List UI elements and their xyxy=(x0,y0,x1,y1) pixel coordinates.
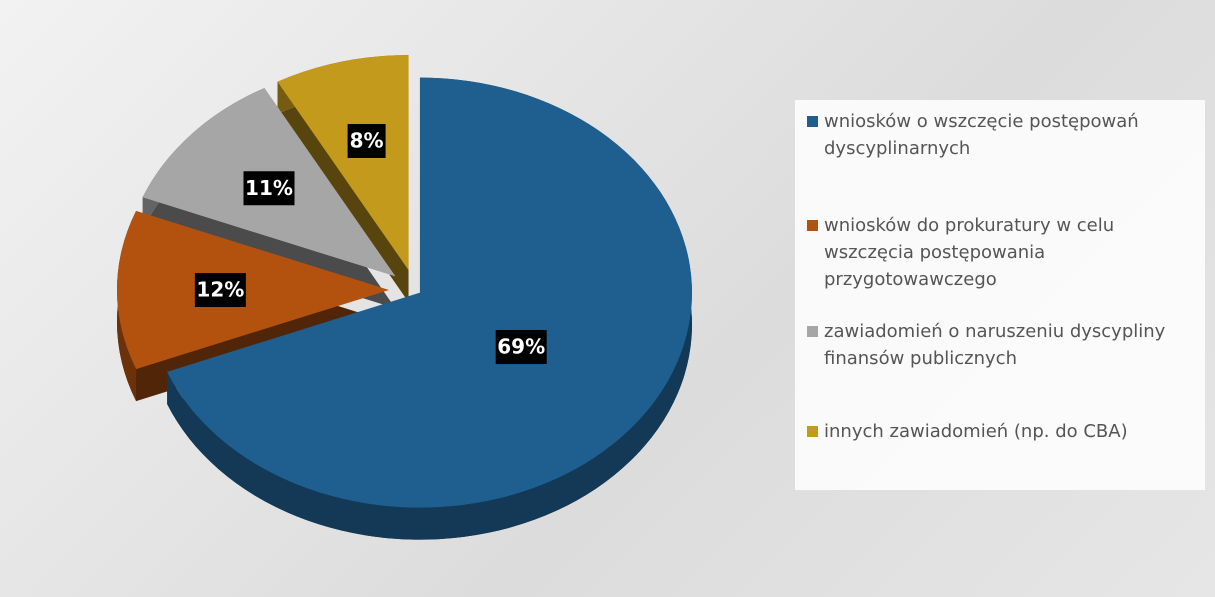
legend-entry: wniosków do prokuratury w celu wszczęcia… xyxy=(807,212,1202,293)
legend-label: wniosków o wszczęcie postępowań dyscypli… xyxy=(824,111,1139,159)
data-label-box xyxy=(194,273,246,307)
legend-entry: innych zawiadomień (np. do CBA) xyxy=(807,418,1202,445)
slice xyxy=(117,210,389,370)
slice xyxy=(167,77,692,508)
legend-swatch xyxy=(807,116,818,127)
legend-swatch xyxy=(807,220,818,231)
data-label-box xyxy=(347,123,386,158)
legend-swatch xyxy=(807,426,818,437)
legend-label: zawiadomień o naruszeniu dyscypliny fina… xyxy=(824,321,1166,369)
legend-label: innych zawiadomień (np. do CBA) xyxy=(824,421,1128,442)
data-label: 11% xyxy=(245,176,293,200)
slice xyxy=(277,55,409,271)
data-label: 69% xyxy=(497,335,545,359)
data-label-box xyxy=(243,171,295,206)
legend-entry: wniosków o wszczęcie postępowań dyscypli… xyxy=(807,108,1202,162)
data-label: 8% xyxy=(350,128,384,152)
legend-entry: zawiadomień o naruszeniu dyscypliny fina… xyxy=(807,318,1202,372)
data-label-box xyxy=(495,330,547,365)
legend-label: wniosków do prokuratury w celu wszczęcia… xyxy=(824,215,1115,290)
legend-swatch xyxy=(807,326,818,337)
data-label: 12% xyxy=(196,278,244,302)
legend: wniosków o wszczęcie postępowań dyscypli… xyxy=(795,100,1205,490)
